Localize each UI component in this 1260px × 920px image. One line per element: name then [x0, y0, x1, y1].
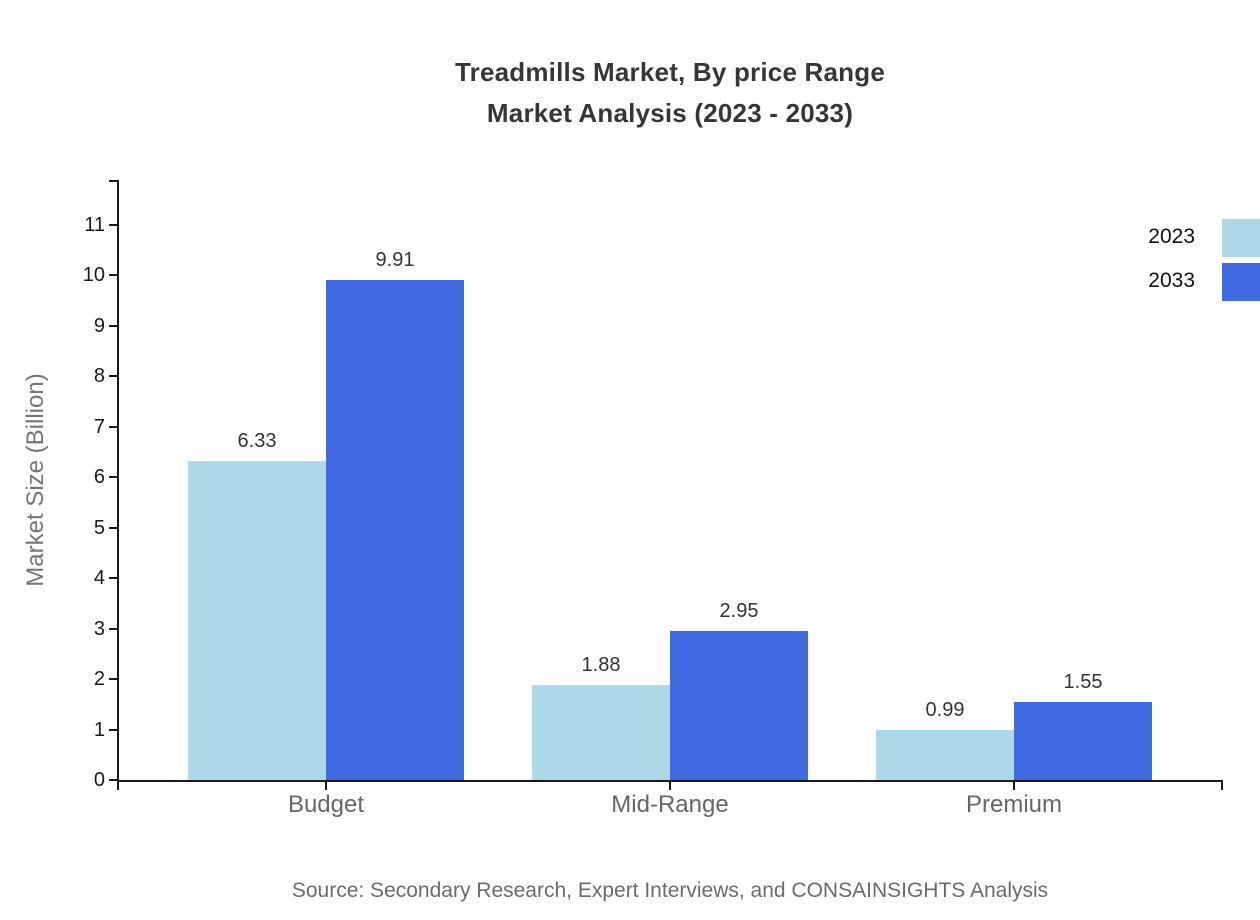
- x-axis-tick: [1013, 782, 1015, 790]
- y-axis-tick-label: 6: [93, 466, 105, 489]
- bar-2023-mid-range: [532, 685, 670, 780]
- x-axis-line: [117, 780, 1223, 782]
- y-axis-line: [117, 180, 119, 782]
- y-axis-tick: [109, 577, 117, 580]
- y-axis-tick-label: 3: [93, 617, 105, 640]
- x-axis-tick: [325, 782, 327, 790]
- y-axis-tick-label: 0: [93, 769, 105, 791]
- y-axis-tick: [109, 324, 117, 327]
- y-axis-tick: [109, 728, 117, 731]
- y-axis-end-tick: [109, 180, 117, 182]
- y-axis-tick-label: 5: [93, 516, 105, 539]
- bar-2023-budget: [188, 460, 326, 780]
- y-axis-tick: [109, 627, 117, 630]
- source-note: Source: Secondary Research, Expert Inter…: [291, 879, 1049, 902]
- y-axis-tick-label: 11: [84, 214, 105, 236]
- y-axis-tick: [109, 779, 117, 781]
- legend-label-2033: 2033: [1148, 269, 1195, 292]
- x-axis-tick: [669, 782, 671, 790]
- y-axis-title: Market Size (Billion): [22, 373, 49, 587]
- bar-value-label: 1.55: [1063, 670, 1103, 693]
- bar-value-label: 9.91: [375, 248, 415, 271]
- legend-label-2023: 2023: [1148, 225, 1195, 248]
- y-axis-tick: [109, 224, 117, 226]
- y-axis-tick-label: 7: [93, 415, 105, 438]
- bar-value-label: 1.88: [581, 654, 621, 677]
- bar-2033-budget: [326, 279, 464, 780]
- bar-2033-premium: [1014, 701, 1152, 780]
- y-axis-tick: [109, 526, 117, 529]
- chart-title-line1: Treadmills Market, By price Range: [455, 57, 885, 87]
- x-axis-category-label: Mid-Range: [611, 791, 729, 818]
- legend-swatch-2023: [1222, 219, 1260, 257]
- x-axis-tick: [1221, 782, 1223, 790]
- y-axis-tick: [109, 274, 117, 277]
- chart-title: Treadmills Market, By price Range Market…: [118, 52, 1222, 134]
- chart-title-line2: Market Analysis (2023 - 2033): [486, 98, 854, 128]
- y-axis-tick-label: 10: [82, 264, 105, 287]
- y-axis-tick-label: 9: [93, 314, 105, 337]
- x-axis-category-label: Budget: [287, 791, 365, 818]
- bar-value-label: 2.95: [719, 600, 759, 623]
- y-axis-tick-label: 2: [93, 668, 105, 691]
- bar-value-label: 0.99: [925, 699, 965, 722]
- bar-2023-premium: [876, 730, 1014, 780]
- y-axis-tick: [109, 375, 117, 378]
- bar-value-label: 6.33: [237, 429, 277, 452]
- x-axis-category-label: Premium: [965, 791, 1062, 818]
- y-axis-tick: [109, 425, 117, 428]
- legend-swatch-2033: [1222, 263, 1260, 301]
- y-axis-tick: [109, 476, 117, 479]
- bar-2033-mid-range: [670, 631, 808, 780]
- y-axis-tick-label: 4: [93, 567, 105, 590]
- y-axis-tick-label: 8: [93, 365, 105, 388]
- y-axis-tick: [109, 678, 117, 681]
- y-axis-tick-label: 1: [93, 718, 105, 741]
- x-axis-tick: [117, 782, 119, 790]
